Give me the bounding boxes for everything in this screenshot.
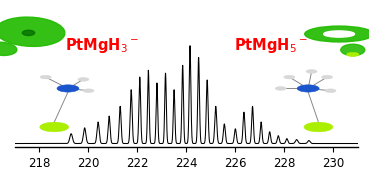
Ellipse shape (0, 17, 65, 46)
Circle shape (78, 77, 89, 81)
Circle shape (40, 122, 69, 132)
Text: PtMgH$_3$$^-$: PtMgH$_3$$^-$ (65, 36, 139, 55)
Circle shape (83, 89, 94, 93)
Circle shape (40, 75, 51, 79)
Circle shape (304, 122, 333, 132)
Ellipse shape (341, 44, 365, 56)
Circle shape (275, 87, 286, 90)
Circle shape (297, 85, 319, 92)
Ellipse shape (0, 42, 17, 55)
Circle shape (325, 89, 336, 93)
Circle shape (346, 52, 359, 57)
Ellipse shape (22, 30, 35, 36)
Text: PtMgH$_5$$^-$: PtMgH$_5$$^-$ (234, 36, 307, 55)
Circle shape (306, 70, 317, 73)
Ellipse shape (324, 31, 355, 37)
Circle shape (284, 75, 295, 79)
Circle shape (321, 75, 332, 79)
Circle shape (57, 85, 79, 92)
Ellipse shape (305, 26, 369, 42)
